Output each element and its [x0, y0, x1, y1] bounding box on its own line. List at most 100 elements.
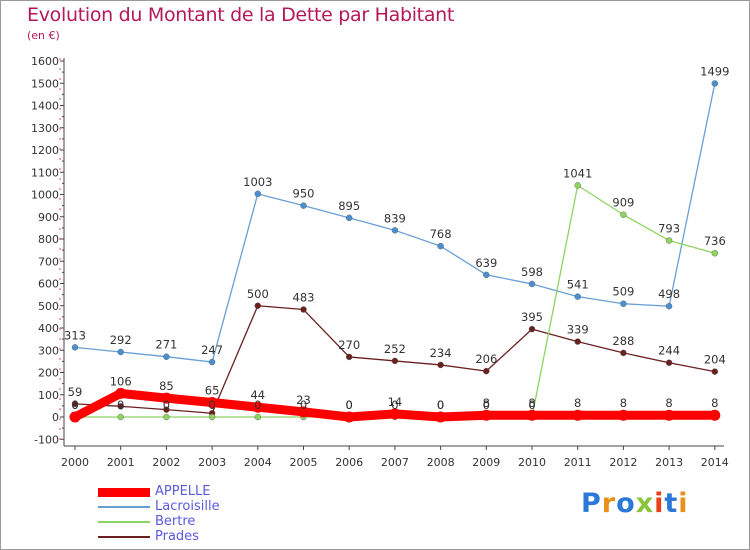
data-label-prades: 252 [384, 342, 406, 356]
y-tick-label: 1100 [31, 166, 59, 179]
data-point-lacroisille [620, 300, 627, 307]
data-point-bertre [163, 413, 170, 421]
data-label-lacroisille: 247 [201, 343, 223, 357]
chart-unit-label: (en €) [27, 29, 60, 42]
data-point-appelle [160, 392, 172, 404]
data-point-lacroisille [665, 302, 673, 310]
y-tick-label: -100 [34, 433, 59, 446]
data-label-bertre: 1041 [563, 166, 592, 180]
data-point-appelle [709, 409, 721, 421]
data-label-bertre: 0 [117, 398, 124, 412]
y-tick-label: 400 [38, 322, 59, 335]
data-label-lacroisille: 313 [64, 328, 86, 342]
data-label-bertre: 0 [300, 398, 307, 412]
data-point-appelle [69, 411, 81, 423]
data-label-bertre: 736 [704, 234, 726, 248]
data-label-prades: 234 [430, 346, 452, 360]
data-point-prades [483, 367, 490, 375]
data-point-prades [391, 357, 399, 365]
data-label-bertre: 0 [254, 398, 261, 412]
y-tick-label: 600 [38, 278, 59, 291]
x-tick-label: 2002 [152, 456, 180, 469]
data-point-bertre [574, 182, 581, 189]
data-point-appelle [617, 409, 629, 421]
data-label-bertre: 0 [391, 398, 398, 412]
data-label-lacroisille: 509 [612, 285, 634, 299]
x-tick-label: 2005 [290, 456, 318, 469]
data-label-prades: 244 [658, 344, 680, 358]
data-label-bertre: 0 [483, 398, 490, 412]
data-label-bertre: 0 [346, 398, 353, 412]
data-label-prades: 206 [475, 352, 497, 366]
x-tick-label: 2003 [198, 456, 226, 469]
legend-swatch-prades [98, 536, 150, 538]
data-point-appelle [480, 409, 492, 421]
x-tick-label: 2007 [381, 456, 409, 469]
data-label-appelle: 8 [711, 396, 718, 410]
data-label-appelle: 0 [71, 398, 78, 412]
data-point-prades [437, 361, 444, 369]
data-point-appelle [526, 409, 538, 421]
data-label-bertre: 793 [658, 222, 680, 236]
data-point-appelle [115, 387, 127, 399]
data-label-lacroisille: 639 [475, 256, 497, 270]
data-label-appelle: 14 [388, 395, 403, 409]
x-tick-label: 2011 [564, 456, 592, 469]
data-label-appelle: 44 [250, 388, 265, 402]
x-tick-label: 2008 [427, 456, 455, 469]
data-point-lacroisille [437, 242, 444, 250]
data-point-bertre [117, 413, 124, 421]
y-tick-label: 1000 [31, 189, 59, 202]
data-point-prades [665, 359, 673, 366]
legend-label-prades: Prades [155, 529, 199, 544]
data-point-appelle [206, 397, 218, 409]
data-label-appelle: 8 [528, 396, 535, 410]
legend-label-bertre: Bertre [155, 514, 196, 529]
y-tick-label: 900 [38, 211, 59, 224]
data-point-prades [620, 349, 627, 357]
data-point-prades [254, 302, 261, 309]
legend-swatch-lacroisille [98, 506, 150, 508]
logo-letter: i [654, 488, 665, 519]
data-label-appelle: 0 [437, 398, 444, 412]
data-label-prades: 59 [68, 385, 83, 399]
legend-label-lacroisille: Lacroisille [155, 499, 220, 514]
series-lines [69, 80, 721, 423]
data-label-lacroisille: 541 [567, 278, 589, 292]
data-point-appelle [389, 408, 401, 420]
y-tick-label: 100 [38, 389, 59, 402]
data-label-appelle: 0 [346, 398, 353, 412]
x-tick-label: 2014 [701, 456, 729, 469]
data-point-bertre [711, 250, 718, 257]
data-label-bertre: 0 [163, 398, 170, 412]
data-point-prades [163, 406, 170, 413]
data-point-appelle [663, 409, 675, 421]
legend-swatch-bertre [98, 521, 150, 523]
data-point-appelle [343, 411, 355, 423]
data-labels: 313 292 271 2471003950895839768639598541509… [64, 64, 729, 412]
y-tick-label: 300 [38, 344, 59, 357]
logo-letter: P [581, 488, 602, 519]
data-label-lacroisille: 1499 [700, 64, 729, 78]
data-point-lacroisille [528, 280, 536, 288]
data-point-appelle [572, 409, 584, 421]
data-label-prades: 395 [521, 310, 543, 324]
data-label-lacroisille: 895 [338, 199, 360, 213]
chart-title: Evolution du Montant de la Dette par Hab… [27, 4, 455, 26]
data-label-prades: 270 [338, 338, 360, 352]
data-point-prades [346, 353, 353, 361]
data-point-prades [528, 325, 536, 333]
data-point-lacroisille [391, 227, 399, 234]
x-tick-label: 2012 [609, 456, 637, 469]
data-point-appelle [435, 411, 447, 423]
x-tick-label: 2010 [518, 456, 546, 469]
data-label-appelle: 106 [110, 374, 132, 388]
y-tick-label: 1500 [31, 77, 59, 90]
data-label-bertre: 0 [437, 398, 444, 412]
data-point-bertre [254, 413, 261, 421]
y-tick-label: 1300 [31, 122, 59, 135]
data-point-lacroisille [163, 353, 170, 360]
data-point-bertre [665, 237, 673, 244]
